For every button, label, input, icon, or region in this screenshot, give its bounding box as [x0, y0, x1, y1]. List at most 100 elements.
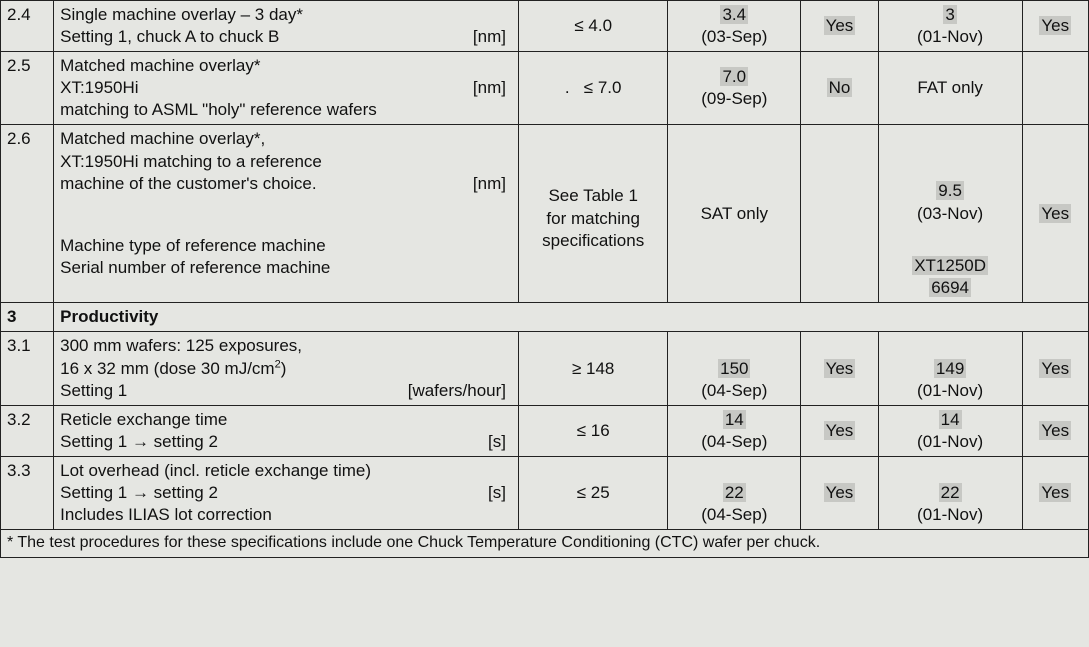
date: (01-Nov)	[917, 27, 983, 46]
spec-cell: . ≤ 7.0	[518, 52, 667, 125]
spec-table: 2.4 Single machine overlay – 3 day* Sett…	[0, 0, 1089, 558]
row-number: 3.3	[1, 457, 54, 530]
desc-line: XT:1950Hi matching to a reference	[60, 152, 322, 171]
desc-line: Setting 1 → setting 2	[60, 482, 350, 504]
row-description: Matched machine overlay*, XT:1950Hi matc…	[54, 125, 519, 302]
value: 150	[718, 359, 750, 378]
desc-line: Matched machine overlay*	[60, 56, 260, 75]
desc-line: Reticle exchange time	[60, 410, 227, 429]
value1-cell: 150 (04-Sep)	[668, 331, 801, 405]
desc-line: matching to ASML "holy" reference wafers	[60, 100, 377, 119]
pass2-cell: Yes	[1022, 331, 1088, 405]
table-row: 3.3 Lot overhead (incl. reticle exchange…	[1, 457, 1089, 530]
row-description: Matched machine overlay* XT:1950Hi [nm] …	[54, 52, 519, 125]
pass2-cell: Yes	[1022, 405, 1088, 456]
value2-cell: 3 (01-Nov)	[878, 1, 1022, 52]
date: (04-Sep)	[701, 432, 767, 451]
unit-label: [nm]	[473, 77, 512, 99]
unit-label: [s]	[488, 431, 512, 453]
value2-cell: 149 (01-Nov)	[878, 331, 1022, 405]
value2-cell: 14 (01-Nov)	[878, 405, 1022, 456]
row-description: Single machine overlay – 3 day* Setting …	[54, 1, 519, 52]
desc-line: Lot overhead (incl. reticle exchange tim…	[60, 461, 371, 480]
unit-label: [wafers/hour]	[408, 380, 512, 402]
desc-line: Serial number of reference machine	[60, 258, 330, 277]
date: (01-Nov)	[917, 505, 983, 524]
row-number: 2.4	[1, 1, 54, 52]
row-number: 2.6	[1, 125, 54, 302]
row-description: Lot overhead (incl. reticle exchange tim…	[54, 457, 519, 530]
pass2-cell: Yes	[1022, 1, 1088, 52]
value: XT1250D	[912, 256, 988, 275]
section-number: 3	[1, 302, 54, 331]
section-header: 3 Productivity	[1, 302, 1089, 331]
row-number: 2.5	[1, 52, 54, 125]
value: 6694	[929, 278, 971, 297]
row-description: 300 mm wafers: 125 exposures, 16 x 32 mm…	[54, 331, 519, 405]
desc-line: Setting 1	[60, 380, 310, 402]
pass1-cell: No	[801, 52, 878, 125]
value2-cell: 22 (01-Nov)	[878, 457, 1022, 530]
pass2-cell	[1022, 52, 1088, 125]
desc-line: Single machine overlay – 3 day*	[60, 5, 303, 24]
table-row: 2.4 Single machine overlay – 3 day* Sett…	[1, 1, 1089, 52]
value: 149	[934, 359, 966, 378]
pass1-cell: Yes	[801, 331, 878, 405]
value: 7.0	[720, 67, 748, 86]
pass2-cell: Yes	[1022, 125, 1088, 302]
spec-cell: ≤ 25	[518, 457, 667, 530]
date: (01-Nov)	[917, 381, 983, 400]
table-row: 2.5 Matched machine overlay* XT:1950Hi […	[1, 52, 1089, 125]
date: (09-Sep)	[701, 89, 767, 108]
value2-cell: FAT only	[878, 52, 1022, 125]
pass1-cell: Yes	[801, 405, 878, 456]
date: (03-Nov)	[917, 204, 983, 223]
value: 9.5	[936, 181, 964, 200]
desc-line: Matched machine overlay*,	[60, 129, 265, 148]
value1-cell: SAT only	[668, 125, 801, 302]
value2-cell: 9.5 (03-Nov) XT1250D 6694	[878, 125, 1022, 302]
unit-label: [s]	[488, 482, 512, 504]
pass1-cell	[801, 125, 878, 302]
desc-line: Setting 1, chuck A to chuck B	[60, 26, 350, 48]
spec-cell: ≤ 4.0	[518, 1, 667, 52]
table-row: 2.6 Matched machine overlay*, XT:1950Hi …	[1, 125, 1089, 302]
spec-cell: See Table 1 for matching specifications	[518, 125, 667, 302]
pass1-cell: Yes	[801, 457, 878, 530]
table-row: 3.1 300 mm wafers: 125 exposures, 16 x 3…	[1, 331, 1089, 405]
value: 22	[939, 483, 962, 502]
spec-cell: ≤ 16	[518, 405, 667, 456]
row-description: Reticle exchange time Setting 1 → settin…	[54, 405, 519, 456]
pass1-cell: Yes	[801, 1, 878, 52]
value: 22	[723, 483, 746, 502]
value1-cell: 14 (04-Sep)	[668, 405, 801, 456]
unit-label: [nm]	[473, 26, 512, 48]
desc-line: 300 mm wafers: 125 exposures,	[60, 336, 302, 355]
footnote-text: * The test procedures for these specific…	[1, 530, 1089, 558]
desc-line: machine of the customer's choice.	[60, 173, 350, 195]
value: 3	[943, 5, 956, 24]
table-row: 3.2 Reticle exchange time Setting 1 → se…	[1, 405, 1089, 456]
unit-label: [nm]	[473, 173, 512, 195]
row-number: 3.2	[1, 405, 54, 456]
footnote-row: * The test procedures for these specific…	[1, 530, 1089, 558]
date: (04-Sep)	[701, 505, 767, 524]
section-title: Productivity	[54, 302, 1089, 331]
desc-line: XT:1950Hi	[60, 77, 350, 99]
date: (03-Sep)	[701, 27, 767, 46]
value1-cell: 22 (04-Sep)	[668, 457, 801, 530]
row-number: 3.1	[1, 331, 54, 405]
desc-line: Includes ILIAS lot correction	[60, 505, 272, 524]
date: (04-Sep)	[701, 381, 767, 400]
spec-cell: ≥ 148	[518, 331, 667, 405]
value: 14	[723, 410, 746, 429]
pass2-cell: Yes	[1022, 457, 1088, 530]
value1-cell: 3.4 (03-Sep)	[668, 1, 801, 52]
value: 3.4	[720, 5, 748, 24]
desc-line: 16 x 32 mm (dose 30 mJ/cm2)	[60, 359, 286, 378]
date: (01-Nov)	[917, 432, 983, 451]
desc-line: Setting 1 → setting 2	[60, 431, 350, 453]
value1-cell: 7.0 (09-Sep)	[668, 52, 801, 125]
value: 14	[939, 410, 962, 429]
desc-line: Machine type of reference machine	[60, 236, 326, 255]
